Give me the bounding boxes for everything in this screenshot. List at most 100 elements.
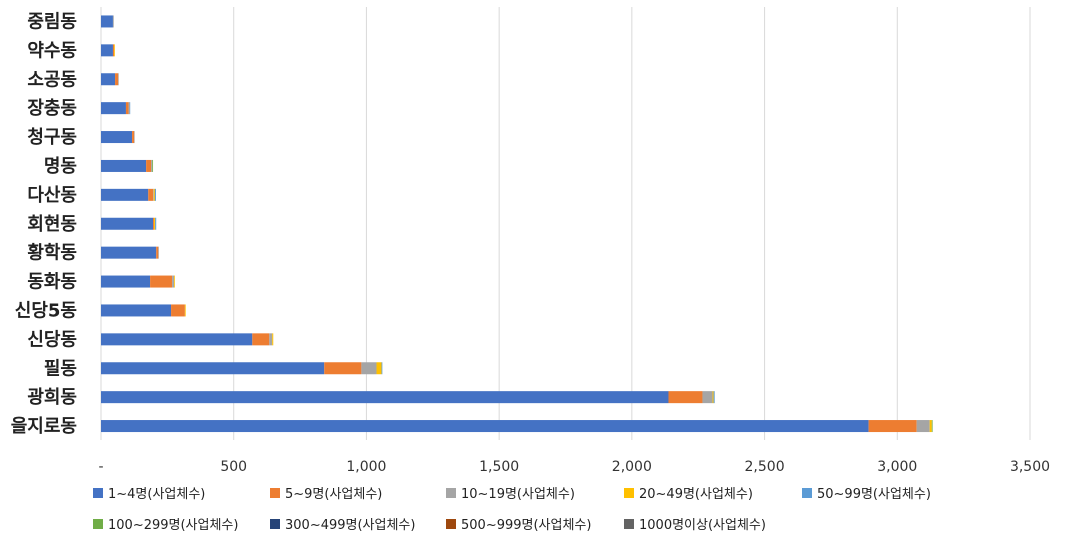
bar-segment [158, 246, 159, 259]
bar-segment [148, 188, 154, 201]
bar-segment [361, 362, 377, 375]
bar-segment [101, 217, 154, 230]
bar-segment [668, 391, 703, 404]
bar-segment [154, 188, 156, 201]
legend-swatch [802, 488, 812, 498]
category-label: 약수동 [27, 39, 77, 61]
legend-swatch [270, 488, 280, 498]
bar-segment [128, 102, 130, 115]
bar-segment [115, 73, 119, 86]
bar-segment [134, 131, 135, 144]
bar-segment [101, 73, 116, 86]
bar-segment [868, 420, 917, 433]
bar-segment [152, 159, 154, 172]
bar-segment [184, 304, 186, 317]
legend-swatch [93, 519, 103, 529]
x-tick-label: 500 [220, 459, 247, 475]
category-label: 신당동 [27, 329, 77, 350]
x-tick-label: - [98, 459, 103, 475]
legend-swatch [624, 488, 634, 498]
bar-segment [101, 246, 157, 259]
bar-segment [101, 362, 325, 375]
bar-segment [376, 362, 382, 375]
bar-segment [929, 420, 932, 433]
bar-segment [101, 275, 151, 288]
category-label: 회현동 [27, 214, 77, 235]
bar-segment [101, 15, 113, 28]
legend-label: 500~999명(사업체수) [461, 518, 591, 533]
bar-segment [112, 15, 114, 28]
bar-segment [101, 420, 869, 433]
x-tick-label: 1,000 [346, 459, 386, 475]
x-tick-label: 1,500 [479, 459, 519, 475]
x-tick-label: 3,000 [877, 459, 917, 475]
category-label: 황학동 [27, 242, 77, 264]
category-label: 청구동 [27, 127, 77, 148]
bar-segment [272, 333, 274, 346]
bar-segment [155, 217, 157, 230]
category-label: 중림동 [27, 11, 77, 32]
bar-segment [916, 420, 930, 433]
legend-label: 20~49명(사업체수) [639, 487, 753, 502]
bar-segment [151, 159, 153, 172]
bar-segment [324, 362, 362, 375]
category-label: 장충동 [27, 98, 77, 119]
category-label: 필동 [44, 358, 77, 379]
bar-segment [173, 275, 175, 288]
bar-segment [146, 159, 152, 172]
legend-swatch [270, 519, 280, 529]
bar-segment [101, 131, 133, 144]
legend-label: 10~19명(사업체수) [461, 487, 575, 502]
category-label: 신당5동 [15, 300, 77, 321]
bar-segment [118, 73, 119, 86]
legend-label: 1~4명(사업체수) [108, 487, 205, 502]
category-label: 다산동 [27, 185, 77, 206]
category-label: 명동 [44, 156, 77, 177]
bar-segment [269, 333, 273, 346]
bar-segment [153, 188, 155, 201]
bar-segment [125, 102, 129, 115]
bar-segment [112, 44, 115, 57]
bar-segment [713, 391, 715, 404]
category-label: 동화동 [27, 272, 77, 293]
bar-segment [150, 275, 173, 288]
bar-segment [129, 102, 131, 115]
bar-segment [381, 362, 383, 375]
bar-segment [156, 246, 159, 259]
category-label: 소공동 [27, 69, 77, 90]
legend-label: 100~299명(사업체수) [108, 518, 238, 533]
bar-segment [101, 159, 147, 172]
legend-swatch [93, 488, 103, 498]
bar-segment [252, 333, 270, 346]
bar-segment [172, 275, 174, 288]
bar-segment [153, 217, 155, 230]
bar-segment [101, 188, 149, 201]
legend-swatch [624, 519, 634, 529]
bar-segment [101, 102, 126, 115]
category-label: 광희동 [27, 387, 77, 408]
bar-segment [171, 304, 185, 317]
x-tick-label: 2,000 [612, 459, 652, 475]
legend-swatch [446, 488, 456, 498]
bar-segment [712, 391, 714, 404]
bar-segment [114, 44, 115, 57]
bar-segment [153, 188, 154, 201]
bar-segment [132, 131, 135, 144]
legend-label: 5~9명(사업체수) [285, 487, 382, 502]
x-tick-label: 3,500 [1010, 459, 1050, 475]
legend-label: 50~99명(사업체수) [817, 487, 931, 502]
legend-label: 1000명이상(사업체수) [639, 518, 766, 533]
bar-segment [101, 44, 113, 57]
bar-segment [702, 391, 713, 404]
bar-segment [931, 420, 933, 433]
bar-segment [101, 333, 253, 346]
category-label: 을지로동 [11, 416, 77, 437]
x-tick-label: 2,500 [745, 459, 785, 475]
legend-swatch [446, 519, 456, 529]
bar-segment [154, 217, 156, 230]
bar-segment [101, 304, 172, 317]
bar-segment [101, 391, 669, 404]
legend-label: 300~499명(사업체수) [285, 518, 415, 533]
